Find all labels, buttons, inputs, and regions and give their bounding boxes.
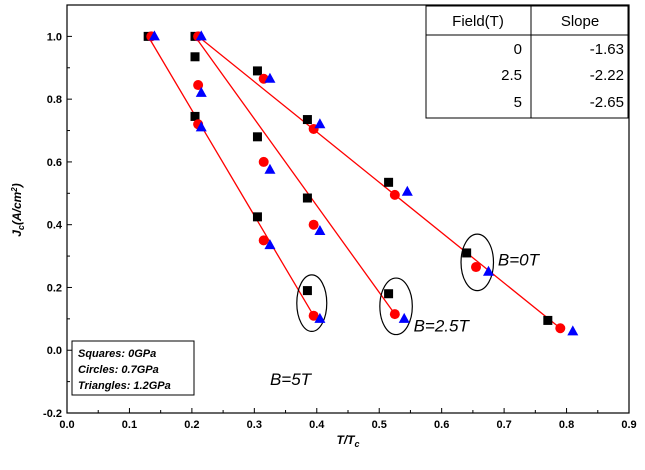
triangle-point [401,185,413,196]
circle-point [471,262,482,273]
square-point [302,286,312,296]
square-point [252,66,262,76]
ellipses-layer [296,233,495,336]
y-tick-label: 1.0 [47,31,62,43]
triangle-point [264,163,276,174]
square-point [462,248,472,258]
x-axis-title-sub: c [354,439,359,449]
table-box [425,5,629,119]
y-tick-label: 0.6 [47,157,62,169]
y-axis-title-sub: c [16,225,26,230]
legend-entry-circles: Circles: 0.7GPa [78,364,159,376]
y-axis-title-unit-close: ) [10,183,24,189]
annotations-layer: B=5T B=2.5T B=0T [270,250,541,388]
y-axis-title-unit: (A/cm [10,191,24,225]
triangle-point [314,312,326,323]
square-point [252,132,262,142]
triangle-point [148,30,160,41]
circle-point [308,219,319,230]
square-point [384,177,394,187]
table-cell-slope-2: -2.65 [590,94,624,111]
field-annotation-0: B=5T [270,370,313,389]
square-point [543,315,553,325]
x-tick-label: 0.8 [559,419,574,431]
y-tick-label: 0.2 [47,282,62,294]
x-axis-title: T/Tc [336,433,359,449]
x-tick-label: 0.5 [372,419,387,431]
x-tick-label: 0.4 [309,419,325,431]
fit-lines-layer [147,35,561,329]
triangle-point [264,72,276,83]
fit-line-2 [197,35,561,329]
table-cell-field-1: 2.5 [501,67,522,84]
fit-line-1 [194,36,396,315]
square-point [252,212,262,222]
table-header-field: Field(T) [452,13,504,30]
circle-point [389,189,400,200]
triangle-point [314,224,326,235]
circle-point [555,323,566,334]
y-tick-label: 0.4 [47,220,63,232]
triangle-point [195,121,207,132]
y-tick-label: 0.8 [47,94,62,106]
y-axis-title: Jc(A/cm2) [10,183,26,237]
highlight-ellipse-2 [460,233,495,292]
field-annotation-1: B=2.5T [414,316,471,335]
circle-point [258,235,269,246]
x-tick-label: 0.0 [59,419,74,431]
slope-table: Field(T) Slope 0 -1.63 2.5 -2.22 5 -2.65 [425,5,629,119]
table-cell-slope-0: -1.63 [590,41,624,58]
triangle-point [264,239,276,250]
circle-point [193,80,204,91]
triangle-point [314,118,326,129]
plot-frame [66,4,630,414]
triangle-point [195,86,207,97]
triangle-point [483,265,494,276]
y-tick-label: 0.0 [47,345,62,357]
square-point [302,193,312,203]
circle-point [308,310,319,321]
x-tick-label: 0.3 [247,419,262,431]
highlight-ellipse-0 [296,274,328,332]
square-point [302,115,312,125]
x-tick-label: 0.7 [496,419,511,431]
x-tick-label: 0.2 [184,419,199,431]
square-point [384,289,394,299]
x-tick-label: 0.1 [122,419,137,431]
table-cell-field-2: 5 [514,94,522,111]
square-point [190,52,200,62]
triangle-point [398,312,410,323]
triangle-point [567,325,579,336]
fit-line-0 [147,36,315,317]
legend-entry-triangles: Triangles: 1.2GPa [78,380,171,392]
y-tick-label: -0.2 [43,408,62,420]
y-axis-title-unit-sup: 2 [10,187,19,193]
table-header-slope: Slope [561,13,599,30]
table-cell-field-0: 0 [514,41,522,58]
square-point [190,111,200,121]
legend: Squares: 0GPa Circles: 0.7GPa Triangles:… [71,340,195,396]
y-axis-title-main: J [10,230,24,237]
data-points-layer [143,30,579,336]
legend-entry-squares: Squares: 0GPa [78,348,156,360]
ticks-layer: 0.0 0.1 0.2 0.3 0.4 0.5 0.6 0.7 0.8 0.9-0.20.00.2… [43,4,637,431]
triangle-point [195,30,207,41]
circle-point [258,156,269,167]
legend-box [71,340,195,396]
x-tick-label: 0.6 [434,419,449,431]
field-annotation-2: B=0T [498,250,541,269]
highlight-ellipse-1 [379,277,413,336]
table-cell-slope-1: -2.22 [590,67,624,84]
circle-point [389,309,400,320]
x-tick-label: 0.9 [621,419,636,431]
x-axis-title-main: T/T [336,433,356,447]
